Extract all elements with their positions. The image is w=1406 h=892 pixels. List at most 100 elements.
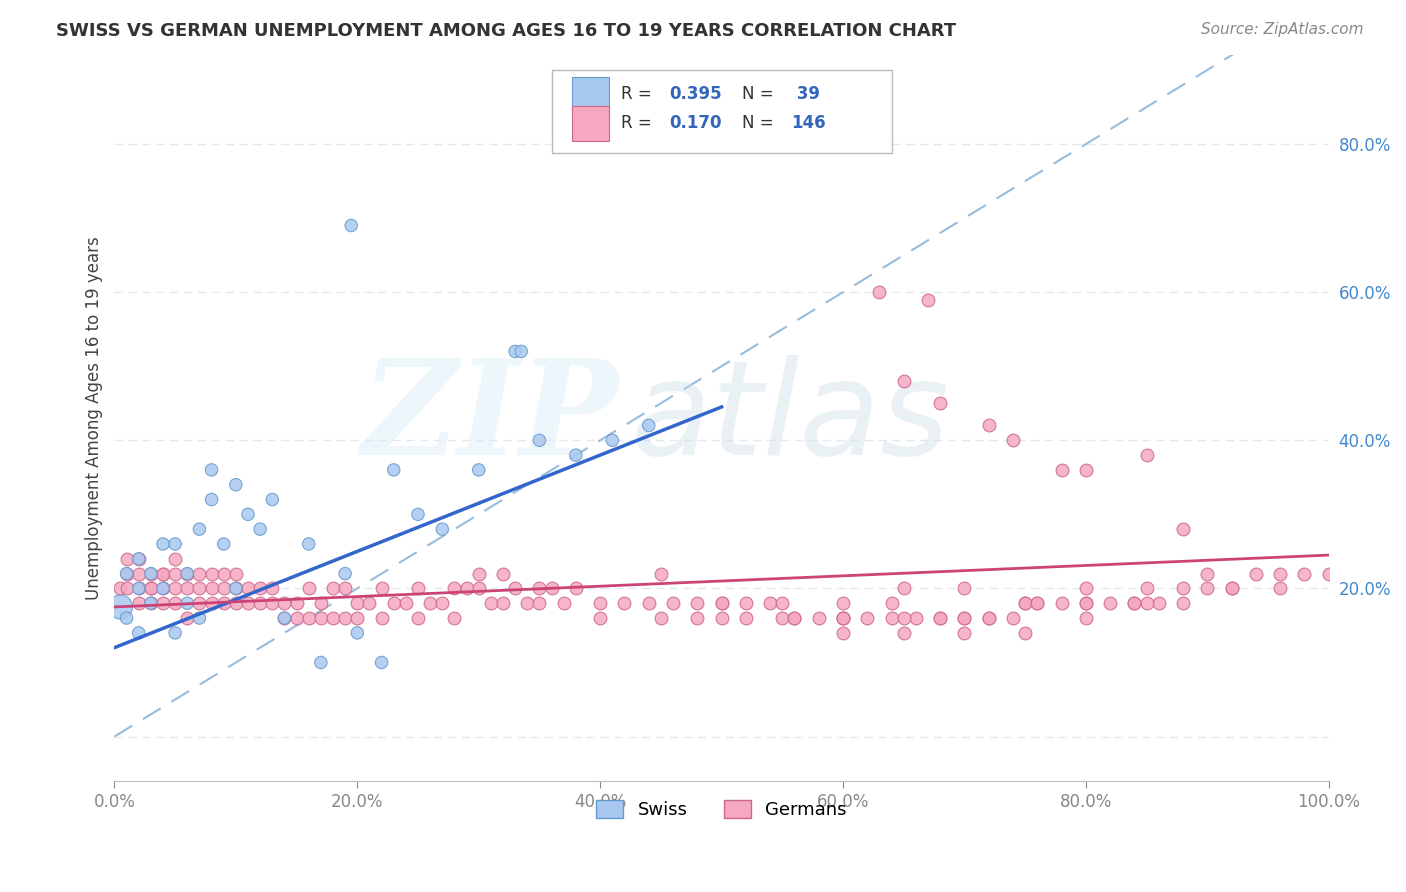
Point (904, 611, 927, 625)
Point (600, 434, 623, 448)
Point (152, 566, 174, 581)
Point (115, 611, 138, 625)
Point (880, 611, 903, 625)
Point (139, 582, 162, 596)
Point (249, 582, 271, 596)
Text: 0.170: 0.170 (669, 114, 721, 132)
Point (273, 596, 295, 610)
Point (128, 582, 150, 596)
Point (152, 582, 174, 596)
Point (225, 477, 247, 491)
Point (139, 566, 162, 581)
Text: ZIP: ZIP (361, 353, 619, 483)
Point (285, 611, 308, 625)
Point (1147, 596, 1170, 610)
Point (115, 566, 138, 581)
Point (832, 611, 855, 625)
Point (262, 582, 284, 596)
Text: atlas: atlas (630, 354, 949, 482)
Point (510, 344, 533, 359)
Text: R =: R = (621, 114, 657, 132)
Point (359, 596, 381, 610)
Point (893, 611, 915, 625)
Point (176, 582, 198, 596)
Point (165, 566, 187, 581)
Point (340, 219, 363, 233)
Point (285, 596, 308, 610)
Point (110, 599, 132, 614)
Point (212, 596, 235, 610)
Point (225, 582, 247, 596)
Point (467, 566, 489, 581)
Text: 0.395: 0.395 (669, 86, 723, 103)
Point (176, 596, 198, 610)
Point (176, 566, 198, 581)
Point (710, 596, 733, 610)
Point (1244, 566, 1267, 581)
Point (298, 582, 321, 596)
Point (432, 596, 454, 610)
Point (1171, 582, 1194, 596)
Point (298, 611, 321, 625)
Point (188, 522, 211, 536)
Point (529, 434, 551, 448)
Point (1220, 582, 1243, 596)
Point (686, 596, 709, 610)
Point (1136, 448, 1159, 462)
Point (492, 596, 515, 610)
Point (236, 508, 259, 522)
Point (734, 596, 756, 610)
Point (236, 582, 259, 596)
Point (929, 396, 952, 410)
Text: N =: N = (742, 86, 779, 103)
FancyBboxPatch shape (572, 106, 609, 141)
Point (115, 566, 138, 581)
Point (503, 582, 526, 596)
Point (832, 596, 855, 610)
Point (298, 537, 321, 551)
Point (1197, 582, 1219, 596)
Point (565, 448, 588, 462)
Point (977, 418, 1000, 433)
Point (662, 596, 685, 610)
Point (110, 582, 132, 596)
Point (139, 566, 162, 581)
Point (637, 418, 659, 433)
Text: R =: R = (621, 86, 657, 103)
Point (686, 611, 709, 625)
Point (1317, 566, 1340, 581)
Point (382, 596, 405, 610)
FancyBboxPatch shape (551, 70, 891, 153)
Point (200, 492, 222, 507)
Point (710, 596, 733, 610)
Point (1002, 434, 1025, 448)
Point (893, 374, 915, 388)
Point (456, 582, 478, 596)
Point (346, 596, 368, 610)
Point (322, 611, 344, 625)
Point (273, 611, 295, 625)
Point (346, 625, 368, 640)
Text: Source: ZipAtlas.com: Source: ZipAtlas.com (1201, 22, 1364, 37)
Point (212, 566, 235, 581)
Point (589, 611, 612, 625)
Point (273, 611, 295, 625)
Point (152, 596, 174, 610)
Point (346, 611, 368, 625)
Point (1002, 611, 1025, 625)
Point (1270, 582, 1292, 596)
Point (770, 596, 793, 610)
Point (977, 611, 1000, 625)
Point (650, 611, 672, 625)
Point (262, 596, 284, 610)
Point (492, 566, 515, 581)
Point (1014, 596, 1036, 610)
Point (832, 625, 855, 640)
Point (333, 582, 356, 596)
Point (710, 611, 733, 625)
Point (1270, 566, 1292, 581)
Point (188, 566, 211, 581)
Point (953, 611, 976, 625)
Point (977, 611, 1000, 625)
Point (1123, 596, 1146, 610)
